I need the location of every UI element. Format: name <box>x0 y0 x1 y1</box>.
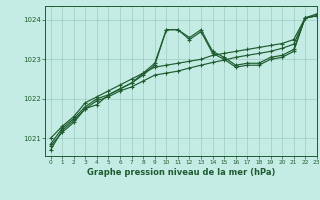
X-axis label: Graphe pression niveau de la mer (hPa): Graphe pression niveau de la mer (hPa) <box>87 168 275 177</box>
